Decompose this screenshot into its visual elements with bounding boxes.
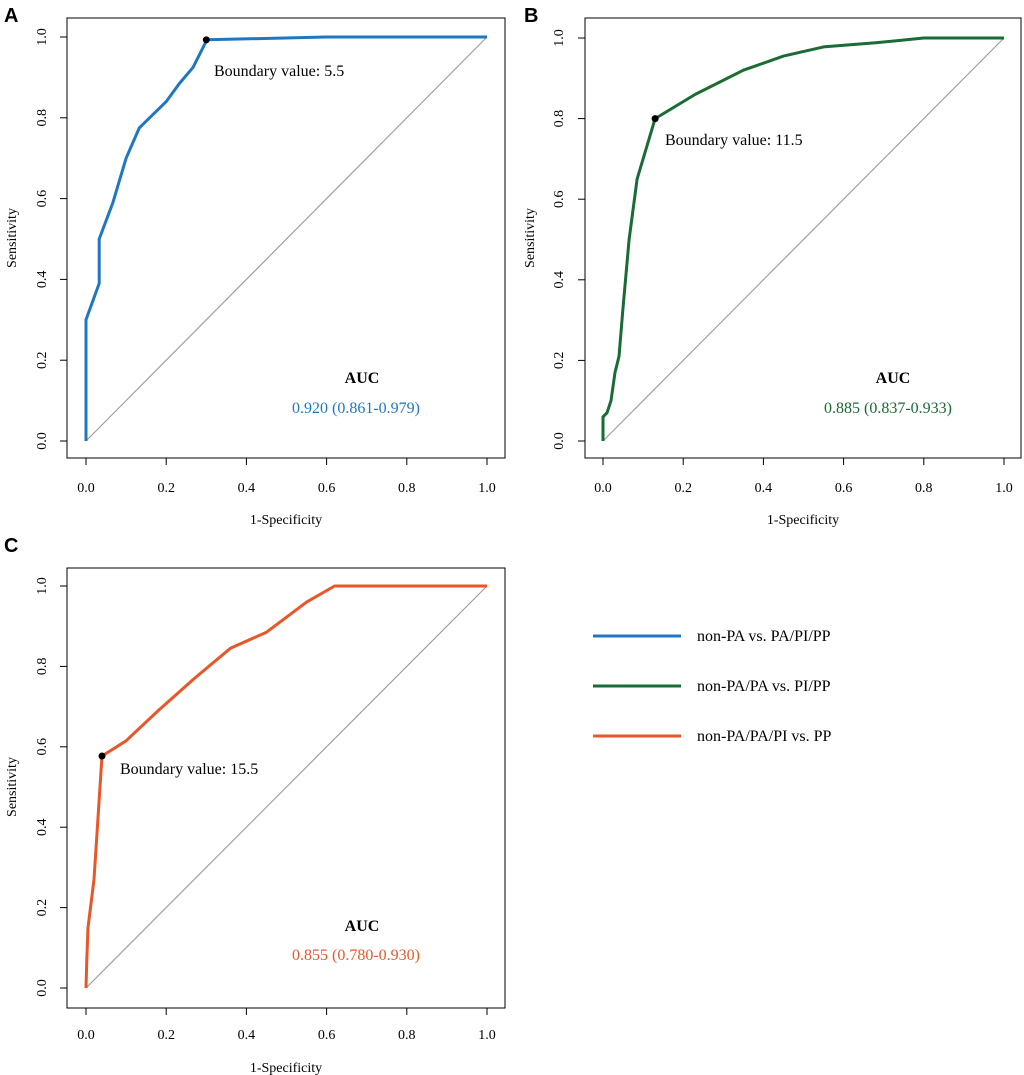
x-tick-label: 0.0 <box>77 481 95 496</box>
y-tick-label: 0.6 <box>35 190 50 208</box>
roc-curve-line <box>84 584 487 989</box>
x-tick-label: 0.0 <box>594 481 612 496</box>
y-tick-label: 0.2 <box>552 352 567 370</box>
x-tick-label: 0.2 <box>157 1028 175 1043</box>
y-tick-label: 0.0 <box>35 432 50 450</box>
legend-label: non-PA/PA vs. PI/PP <box>697 678 831 695</box>
y-tick-label: 1.0 <box>35 577 50 595</box>
cutoff-point <box>651 115 659 123</box>
cutoff-label: Boundary value: 5.5 <box>214 63 344 80</box>
x-tick-label: 0.2 <box>674 481 692 496</box>
x-tick-label: 0.4 <box>238 481 256 496</box>
auc-title: AUC <box>345 370 380 387</box>
x-tick-label: 1.0 <box>995 481 1013 496</box>
y-tick-label: 0.6 <box>552 190 567 208</box>
legend-label: non-PA/PA/PI vs. PP <box>697 728 832 745</box>
y-tick-label: 0.4 <box>35 271 50 289</box>
y-tick-label: 0.8 <box>35 109 50 127</box>
x-tick-label: 0.2 <box>157 481 175 496</box>
panel-b: B 0.0 0.2 0.4 0.6 0.8 1.0 0.0 0.2 0.4 0.6 0.8 1.0 1-S… <box>523 5 1022 528</box>
x-tick-label: 0.8 <box>915 481 933 496</box>
x-tick-label: 0.8 <box>398 1028 416 1043</box>
panel-letter: B <box>524 5 538 27</box>
auc-value: 0.855 (0.780-0.930) <box>292 947 420 964</box>
panel-letter: C <box>4 535 18 557</box>
y-tick-label: 1.0 <box>552 29 567 47</box>
x-tick-label: 0.0 <box>77 1028 95 1043</box>
plot-frame <box>584 17 1022 459</box>
legend: non-PA vs. PA/PI/PP non-PA/PA vs. PI/PP no… <box>593 628 832 745</box>
auc-value: 0.885 (0.837-0.933) <box>824 400 952 417</box>
y-axis-label: Sensitivity <box>523 208 538 268</box>
panel-a: A 0.0 0.2 0.4 0.6 0.8 1.0 0.0 0.2 0.4 0.6 0.8 1.0 1-S… <box>4 5 506 528</box>
y-tick-label: 1.0 <box>35 28 50 46</box>
cutoff-label: Boundary value: 11.5 <box>665 132 803 149</box>
auc-value: 0.920 (0.861-0.979) <box>292 400 420 417</box>
cutoff-point <box>98 752 106 760</box>
x-tick-label: 0.4 <box>238 1028 256 1043</box>
cutoff-point <box>202 36 210 44</box>
y-tick-label: 0.0 <box>552 432 567 450</box>
y-tick-label: 0.8 <box>552 110 567 128</box>
x-tick-label: 1.0 <box>478 1028 496 1043</box>
reference-diagonal <box>85 36 488 442</box>
y-axis-label: Sensitivity <box>5 757 20 817</box>
x-tick-label: 1.0 <box>478 481 496 496</box>
roc-curve-line <box>601 36 1004 441</box>
auc-title: AUC <box>345 918 380 935</box>
x-axis-label: 1-Specificity <box>250 1061 322 1075</box>
plot-frame <box>66 17 506 459</box>
x-tick-label: 0.6 <box>318 1028 336 1043</box>
y-tick-label: 0.6 <box>35 738 50 756</box>
plot-frame <box>66 567 506 1009</box>
y-tick-label: 0.2 <box>35 351 50 369</box>
x-tick-label: 0.8 <box>398 481 416 496</box>
legend-label: non-PA vs. PA/PI/PP <box>697 628 831 645</box>
cutoff-label: Boundary value: 15.5 <box>120 761 258 778</box>
reference-diagonal <box>85 585 488 989</box>
y-tick-label: 0.4 <box>552 271 567 289</box>
auc-title: AUC <box>876 370 911 387</box>
x-tick-label: 0.6 <box>835 481 853 496</box>
x-tick-label: 0.6 <box>318 481 336 496</box>
x-tick-label: 0.4 <box>755 481 773 496</box>
y-axis-label: Sensitivity <box>5 208 20 268</box>
panel-c: C 0.0 0.2 0.4 0.6 0.8 1.0 0.0 0.2 0.4 0.6 0.8 1.0 1-S… <box>4 535 506 1075</box>
y-tick-label: 0.8 <box>35 658 50 676</box>
panel-letter: A <box>4 5 18 27</box>
x-axis-label: 1-Specificity <box>250 513 322 528</box>
reference-diagonal <box>602 37 1005 442</box>
x-axis-label: 1-Specificity <box>767 513 839 528</box>
y-tick-label: 0.2 <box>35 899 50 917</box>
y-tick-label: 0.0 <box>35 979 50 997</box>
y-tick-label: 0.4 <box>35 818 50 836</box>
